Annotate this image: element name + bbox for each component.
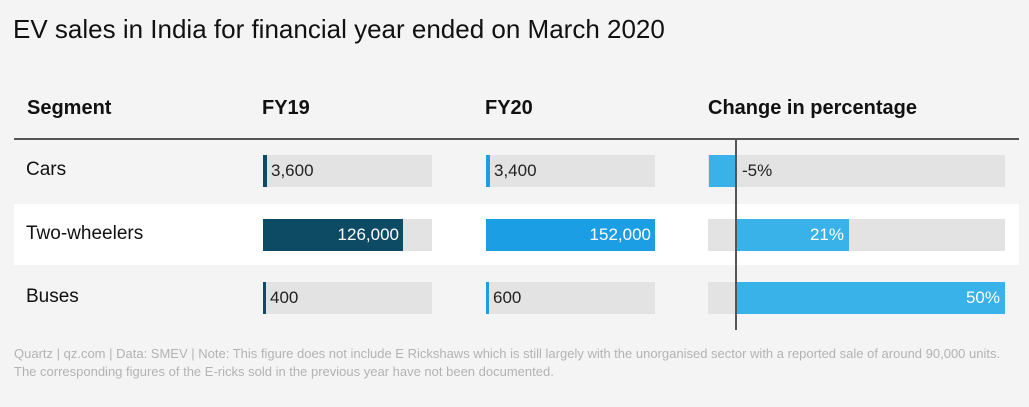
fy19-value-label: 400: [270, 287, 299, 307]
change-bar: [736, 218, 849, 251]
fy19-value-label: 3,600: [271, 160, 314, 180]
header-fy20: FY20: [485, 97, 533, 119]
fy20-value-label: 152,000: [589, 224, 651, 244]
change-bar-track: 50%: [708, 281, 1005, 314]
change-zero-axis: [735, 140, 737, 330]
fy19-bar-track: 126,000: [263, 218, 432, 251]
fy20-bar: [486, 154, 490, 187]
header-fy19: FY19: [262, 97, 310, 119]
fy19-bar: [263, 218, 403, 251]
change-bar: [709, 154, 736, 187]
header-change: Change in percentage: [708, 97, 917, 119]
fy20-bar-track: 600: [486, 281, 655, 314]
fy20-bar-track: 152,000: [486, 218, 655, 251]
fy20-bar-track: 3,400: [486, 154, 655, 187]
row-segment-label: Cars: [26, 159, 67, 180]
fy19-bar-track: 400: [263, 281, 432, 314]
change-bar-track: 21%: [708, 218, 1005, 251]
fy20-value-label: 3,400: [494, 160, 537, 180]
change-bar: [736, 281, 1005, 314]
change-value-label: -5%: [742, 160, 773, 180]
change-value-label: 50%: [965, 287, 1000, 307]
header-segment: Segment: [27, 97, 112, 119]
fy20-bar: [486, 281, 489, 314]
change-bar-track: -5%: [708, 154, 1005, 187]
fy19-bar: [263, 281, 266, 314]
fy20-bar: [486, 218, 655, 251]
fy19-value-label: 126,000: [337, 224, 399, 244]
header-divider: [14, 138, 1019, 140]
chart-title: EV sales in India for financial year end…: [13, 14, 665, 44]
fy19-bar: [263, 154, 267, 187]
source-note: Quartz | qz.com | Data: SMEV | Note: Thi…: [14, 346, 1001, 379]
row-segment-label: Two-wheelers: [26, 223, 144, 244]
fy20-value-label: 600: [493, 287, 522, 307]
change-value-label: 21%: [809, 224, 844, 244]
fy19-bar-track: 3,600: [263, 154, 432, 187]
row-segment-label: Buses: [26, 286, 79, 307]
